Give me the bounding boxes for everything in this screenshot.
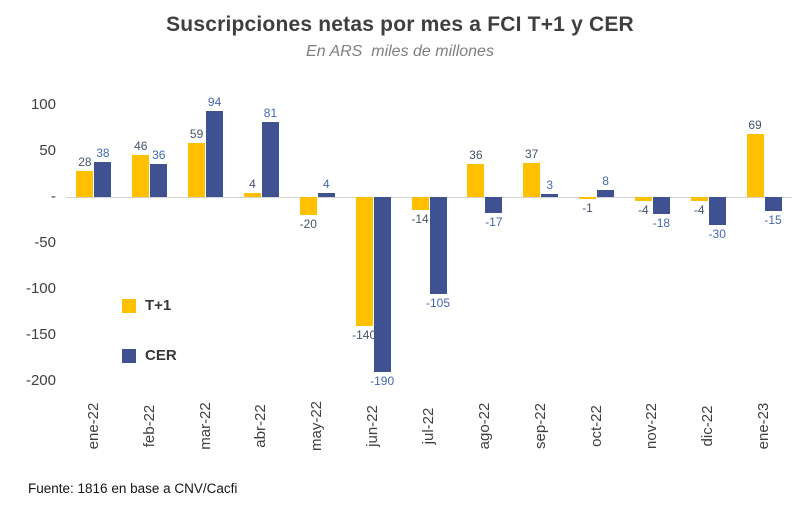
bar-cer-oct-22 [597, 189, 615, 197]
bar-cer-jun-22 [373, 197, 391, 372]
data-label-cer-nov-22: -18 [652, 215, 671, 230]
bar-cer-ene-22 [94, 162, 112, 197]
legend-swatch-t1-icon [122, 298, 136, 313]
bar-t1-ene-23 [746, 133, 764, 197]
data-label-cer-feb-22: 36 [152, 147, 166, 162]
x-axis-label-jun-22: jun-22 [364, 405, 382, 447]
x-axis-label-oct-22: oct-22 [587, 405, 605, 447]
x-axis-label-ene-22: ene-22 [84, 402, 102, 450]
y-axis-tick-50: 50 [39, 142, 56, 159]
x-axis-label-nov-22: nov-22 [643, 403, 661, 449]
data-label-cer-abr-22: 81 [263, 106, 278, 121]
y-axis-tick--100: -100 [25, 280, 56, 297]
data-label-cer-sep-22: 3 [546, 178, 554, 193]
data-label-t1-sep-22: 37 [525, 146, 539, 161]
bar-t1-ene-22 [76, 171, 94, 197]
legend-item-cer: CER [122, 347, 177, 364]
x-axis-label-ene-23: ene-23 [755, 402, 773, 450]
data-label-cer-dic-22: -30 [708, 226, 726, 241]
data-label-t1-oct-22: -1 [582, 200, 593, 215]
data-label-cer-ene-23: -15 [764, 212, 782, 227]
bar-cer-ago-22 [485, 197, 503, 213]
data-label-t1-nov-22: -4 [638, 202, 649, 217]
data-label-cer-jul-22: -105 [425, 295, 451, 310]
bar-t1-feb-22 [132, 154, 150, 197]
bar-cer-may-22 [317, 193, 335, 197]
y-axis-tick--200: -200 [25, 372, 56, 389]
x-axis-label-abr-22: abr-22 [252, 404, 270, 448]
chart-title: Suscripciones netas por mes a FCI T+1 y … [166, 13, 634, 36]
bar-t1-jun-22 [355, 197, 373, 326]
data-label-t1-jun-22: -140 [352, 327, 377, 342]
x-axis-label-sep-22: sep-22 [531, 403, 549, 449]
bar-cer-jul-22 [429, 197, 447, 294]
data-label-t1-dic-22: -4 [693, 202, 705, 217]
y-axis-tick-100: 100 [30, 96, 56, 113]
data-label-t1-jul-22: -14 [411, 211, 429, 226]
data-label-cer-mar-22: 94 [207, 94, 222, 109]
x-axis-label-ago-22: ago-22 [475, 402, 493, 450]
data-label-t1-feb-22: 46 [134, 138, 148, 153]
data-label-t1-ene-22: 28 [78, 155, 92, 170]
bar-t1-oct-22 [579, 197, 597, 199]
y-axis-tick--50: -50 [34, 234, 56, 251]
bar-t1-jul-22 [411, 197, 429, 210]
x-axis-label-mar-22: mar-22 [196, 402, 214, 450]
y-axis-tick--150: -150 [25, 326, 56, 343]
data-label-cer-ago-22: -17 [485, 214, 503, 229]
data-label-cer-oct-22: 8 [602, 173, 609, 188]
x-axis-label-dic-22: dic-22 [699, 405, 717, 447]
bar-cer-ene-23 [764, 197, 782, 211]
x-axis-label-may-22: may-22 [308, 400, 326, 452]
legend-swatch-cer-icon [122, 348, 136, 363]
legend-item-t1: T+1 [122, 297, 171, 314]
data-label-t1-may-22: -20 [299, 217, 317, 232]
bar-t1-dic-22 [690, 197, 708, 201]
data-label-t1-abr-22: 4 [249, 177, 256, 192]
bar-cer-abr-22 [261, 122, 279, 197]
bar-cer-sep-22 [541, 194, 559, 197]
x-axis-label-feb-22: feb-22 [140, 404, 158, 448]
bar-cer-dic-22 [708, 197, 726, 225]
source-note: Fuente: 1816 en base a CNV/Cacfi [28, 481, 238, 496]
x-axis-zero-line [66, 197, 792, 198]
legend-label-cer: CER [145, 347, 177, 364]
legend-label-t1: T+1 [145, 297, 172, 314]
bar-t1-abr-22 [243, 193, 261, 197]
data-label-cer-may-22: 4 [322, 177, 330, 192]
data-label-cer-ene-22: 38 [96, 146, 110, 161]
bar-t1-mar-22 [188, 142, 206, 197]
bar-t1-nov-22 [634, 197, 652, 201]
x-axis-label-jul-22: jul-22 [420, 407, 437, 445]
y-axis-tick--: - [51, 188, 56, 205]
bar-cer-nov-22 [652, 197, 670, 214]
data-label-cer-jun-22: -190 [370, 373, 395, 388]
chart-subtitle: En ARS miles de millones [306, 43, 494, 60]
bar-t1-ago-22 [467, 163, 485, 197]
bar-t1-sep-22 [523, 162, 541, 197]
data-label-t1-mar-22: 59 [189, 126, 204, 141]
bar-cer-mar-22 [206, 110, 224, 197]
data-label-t1-ene-23: 69 [748, 117, 762, 132]
bar-t1-may-22 [299, 197, 317, 216]
bar-cer-feb-22 [150, 163, 168, 197]
data-label-t1-ago-22: 36 [469, 147, 483, 162]
